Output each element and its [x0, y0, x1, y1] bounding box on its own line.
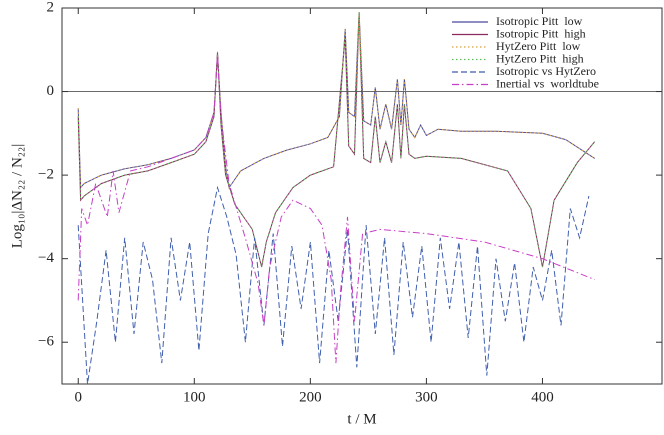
- y-tick-label: 2: [47, 0, 55, 15]
- series-line: [77, 12, 595, 189]
- x-axis-label: t / M: [347, 411, 376, 427]
- legend-label: Isotropic Pitt high: [496, 26, 586, 40]
- legend-label: HytZero Pitt low: [496, 39, 581, 53]
- y-tick-label: −6: [38, 334, 54, 350]
- y-axis-label: Log₁₀|ΔN₂₂ / N₂₂|: [9, 144, 25, 249]
- y-tick-label: −4: [38, 250, 54, 266]
- x-tick-label: 100: [183, 389, 206, 405]
- series-line: [77, 53, 595, 364]
- legend-label: Inertial vs worldtube: [496, 76, 599, 90]
- legend-label: Isotropic Pitt low: [496, 14, 583, 28]
- x-tick-label: 300: [415, 389, 438, 405]
- x-tick-label: 200: [299, 389, 322, 405]
- y-tick-label: −2: [38, 167, 54, 183]
- x-tick-label: 400: [531, 389, 554, 405]
- x-tick-label: 0: [74, 389, 82, 405]
- legend-label: HytZero Pitt high: [496, 51, 584, 65]
- plot-frame: [61, 7, 663, 385]
- series-line: [77, 185, 590, 384]
- legend-label: Isotropic vs HytZero: [496, 64, 596, 78]
- y-tick-label: 0: [47, 83, 55, 99]
